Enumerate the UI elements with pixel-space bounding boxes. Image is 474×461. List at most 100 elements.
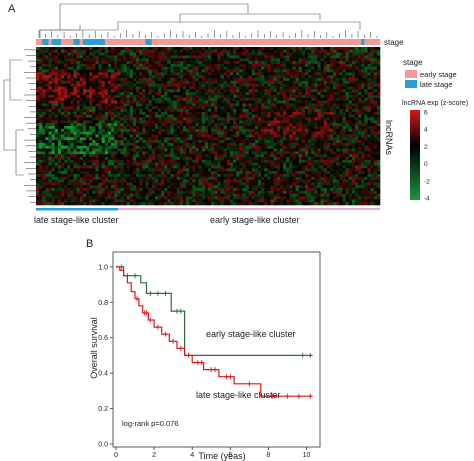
heatmap-cell bbox=[64, 52, 68, 56]
heatmap-cell bbox=[42, 106, 46, 110]
heatmap-cell bbox=[370, 80, 375, 84]
heatmap-cell bbox=[354, 134, 359, 138]
heatmap-cell bbox=[186, 134, 190, 138]
heatmap-cell bbox=[376, 162, 381, 166]
heatmap-cell bbox=[370, 47, 375, 51]
heatmap-cell bbox=[251, 58, 256, 62]
heatmap-cell bbox=[339, 94, 343, 99]
heatmap-cell bbox=[329, 154, 334, 158]
heatmap-cell bbox=[254, 100, 259, 104]
heatmap-cell bbox=[236, 80, 240, 84]
heatmap-cell bbox=[204, 103, 209, 107]
heatmap-cell bbox=[76, 100, 81, 104]
heatmap-cell bbox=[92, 89, 96, 93]
heatmap-cell bbox=[82, 148, 87, 152]
heatmap-cell bbox=[161, 165, 165, 169]
heatmap-cell bbox=[104, 97, 109, 101]
heatmap-cell bbox=[57, 86, 62, 90]
heatmap-cell bbox=[164, 114, 168, 118]
heatmap-cell bbox=[367, 111, 371, 116]
heatmap-cell bbox=[204, 78, 209, 82]
heatmap-cell bbox=[36, 55, 40, 59]
heatmap-cell bbox=[145, 97, 149, 101]
heatmap-cell bbox=[48, 103, 52, 107]
heatmap-cell bbox=[186, 137, 190, 141]
heatmap-cell bbox=[336, 55, 340, 59]
heatmap-cell bbox=[364, 137, 368, 141]
heatmap-cell bbox=[264, 63, 268, 68]
heatmap-cell bbox=[179, 168, 184, 172]
heatmap-cell bbox=[286, 157, 290, 161]
heatmap-cell bbox=[301, 111, 306, 116]
heatmap-cell bbox=[248, 126, 253, 130]
heatmap-cell bbox=[39, 109, 43, 113]
heatmap-cell bbox=[73, 165, 77, 169]
heatmap-cell bbox=[114, 69, 118, 73]
heatmap-cell bbox=[273, 114, 278, 118]
heatmap-cell bbox=[179, 162, 184, 166]
heatmap-cell bbox=[64, 162, 68, 166]
heatmap-cell bbox=[195, 97, 199, 101]
heatmap-cell bbox=[286, 117, 290, 121]
heatmap-cell bbox=[229, 72, 234, 76]
heatmap-cell bbox=[367, 66, 371, 70]
heatmap-cell bbox=[292, 86, 296, 90]
heatmap-cell bbox=[139, 114, 143, 118]
heatmap-cell bbox=[226, 128, 231, 132]
heatmap-cell bbox=[364, 131, 368, 135]
heatmap-cell bbox=[283, 66, 287, 70]
heatmap-cell bbox=[123, 159, 127, 163]
heatmap-cell bbox=[195, 134, 199, 138]
heatmap-cell bbox=[217, 114, 221, 118]
heatmap-cell bbox=[329, 72, 334, 76]
heatmap-cell bbox=[358, 55, 362, 59]
heatmap-cell bbox=[348, 117, 353, 121]
late-stage-cell bbox=[101, 39, 106, 45]
heatmap-cell bbox=[132, 89, 137, 93]
heatmap-cell bbox=[217, 86, 221, 90]
heatmap-cell bbox=[95, 97, 99, 101]
heatmap-cell bbox=[258, 49, 262, 53]
heatmap-cell bbox=[148, 162, 153, 166]
heatmap-cell bbox=[239, 86, 243, 90]
heatmap-cell bbox=[342, 61, 346, 65]
early-stage-cell bbox=[370, 39, 375, 45]
heatmap-cell bbox=[123, 49, 127, 53]
heatmap-cell bbox=[182, 165, 187, 169]
heatmap-cell bbox=[64, 89, 68, 93]
heatmap-cell bbox=[270, 92, 274, 96]
heatmap-cell bbox=[148, 55, 153, 59]
heatmap-cell bbox=[123, 148, 127, 152]
heatmap-cell bbox=[251, 86, 256, 90]
heatmap-cell bbox=[173, 52, 178, 56]
heatmap-cell bbox=[117, 89, 121, 93]
heatmap-cell bbox=[170, 92, 174, 96]
heatmap-cell bbox=[370, 58, 375, 62]
heatmap-cell bbox=[61, 86, 65, 90]
heatmap-cell bbox=[242, 78, 246, 82]
heatmap-cell bbox=[151, 100, 156, 104]
heatmap-cell bbox=[204, 151, 209, 155]
heatmap-cell bbox=[233, 126, 237, 130]
heatmap-cell bbox=[195, 128, 199, 132]
heatmap-cell bbox=[258, 61, 262, 65]
heatmap-cell bbox=[339, 162, 343, 166]
heatmap-cell bbox=[145, 94, 149, 99]
heatmap-cell bbox=[273, 61, 278, 65]
heatmap-cell bbox=[286, 92, 290, 96]
heatmap-cell bbox=[54, 114, 59, 118]
heatmap-cell bbox=[86, 145, 90, 149]
heatmap-cell bbox=[82, 114, 87, 118]
heatmap-cell bbox=[195, 137, 199, 141]
heatmap-cell bbox=[373, 47, 378, 51]
heatmap-cell bbox=[42, 94, 46, 99]
heatmap-cell bbox=[192, 47, 196, 51]
heatmap-cell bbox=[229, 128, 234, 132]
heatmap-cell bbox=[233, 49, 237, 53]
heatmap-cell bbox=[367, 145, 371, 149]
heatmap-cell bbox=[292, 157, 296, 161]
heatmap-cell bbox=[173, 86, 178, 90]
heatmap-cell bbox=[339, 66, 343, 70]
heatmap-cell bbox=[273, 58, 278, 62]
heatmap-cell bbox=[264, 140, 268, 144]
